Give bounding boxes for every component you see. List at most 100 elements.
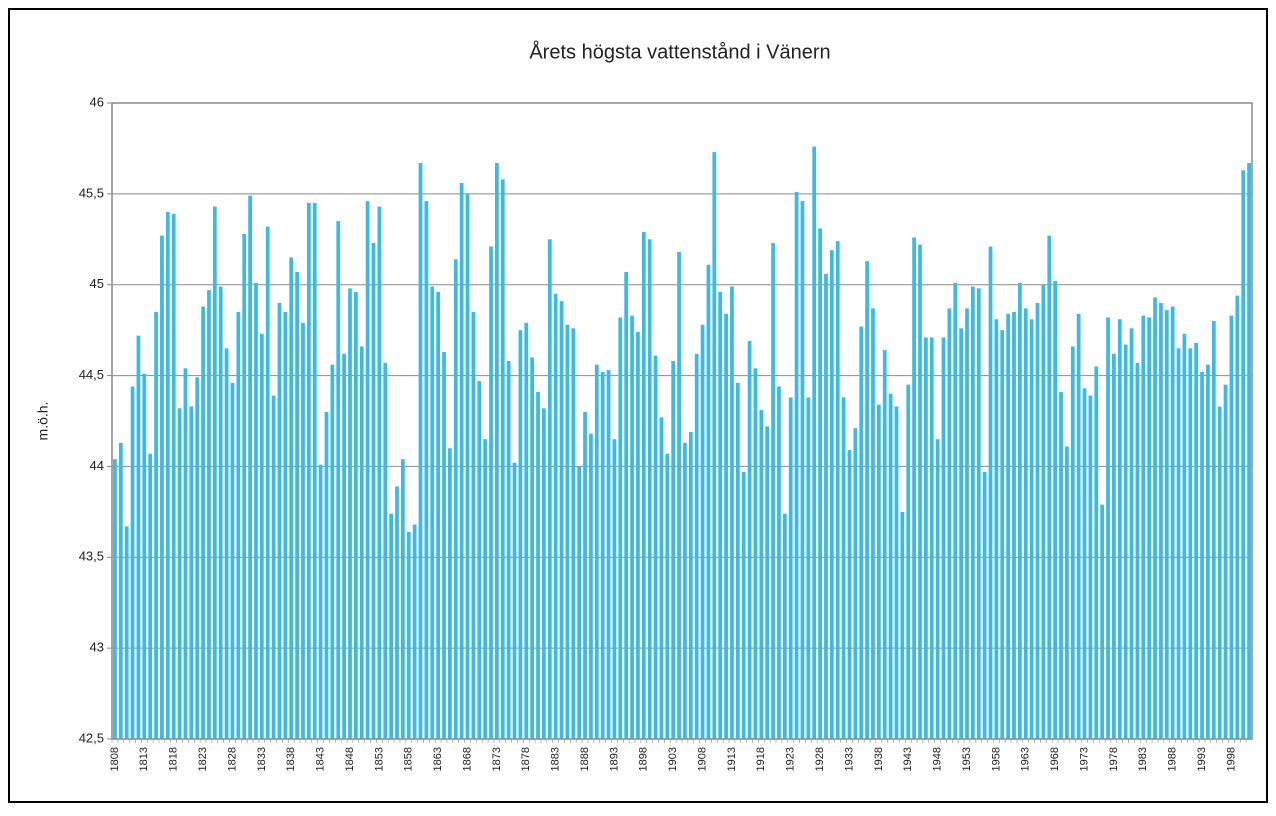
bar bbox=[465, 193, 470, 739]
bar bbox=[1159, 302, 1163, 739]
bar bbox=[1065, 446, 1069, 739]
x-tick-label: 1838 bbox=[285, 747, 297, 771]
x-tick-label: 1963 bbox=[1020, 747, 1032, 771]
bar bbox=[812, 146, 817, 739]
bar bbox=[547, 239, 552, 740]
bar bbox=[718, 291, 723, 739]
bar bbox=[665, 453, 670, 739]
bar bbox=[829, 250, 834, 739]
x-tick-label: 1863 bbox=[432, 747, 444, 771]
x-tick-label: 1833 bbox=[256, 747, 268, 771]
bar bbox=[935, 439, 940, 739]
x-tick-label: 1818 bbox=[168, 747, 180, 771]
bar bbox=[218, 286, 223, 739]
bar bbox=[641, 232, 646, 739]
bar bbox=[970, 286, 975, 739]
bar bbox=[818, 228, 822, 739]
bar bbox=[706, 264, 711, 739]
x-tick-label: 1973 bbox=[1078, 747, 1090, 771]
x-tick-label: 1928 bbox=[814, 747, 826, 771]
bar bbox=[871, 308, 875, 739]
bar bbox=[1076, 313, 1081, 739]
bar bbox=[113, 459, 117, 739]
bar bbox=[1170, 306, 1175, 739]
bar bbox=[1241, 170, 1246, 740]
bar bbox=[994, 319, 999, 739]
bar bbox=[312, 202, 317, 739]
x-tick-label: 1993 bbox=[1196, 747, 1208, 771]
bar bbox=[1059, 391, 1063, 739]
bar bbox=[923, 337, 928, 739]
x-tick-label: 1988 bbox=[1167, 747, 1179, 771]
bar bbox=[295, 271, 299, 739]
y-tick-label: 44 bbox=[90, 458, 104, 473]
x-tick-label: 1933 bbox=[843, 747, 855, 771]
bar bbox=[659, 417, 664, 739]
x-tick-label: 1868 bbox=[461, 747, 473, 771]
bar bbox=[154, 311, 158, 739]
bar bbox=[1223, 384, 1228, 739]
bar bbox=[383, 362, 388, 739]
bar bbox=[794, 192, 799, 740]
bar bbox=[436, 291, 441, 739]
bar bbox=[489, 246, 493, 739]
bar bbox=[512, 462, 517, 739]
bar bbox=[448, 448, 452, 739]
x-tick-label: 1978 bbox=[1108, 747, 1120, 771]
bar bbox=[630, 315, 634, 739]
bar bbox=[771, 242, 775, 740]
bar bbox=[542, 408, 546, 739]
bar bbox=[835, 241, 840, 740]
x-tick-label: 1903 bbox=[667, 747, 679, 771]
x-tick-label: 1938 bbox=[873, 747, 885, 771]
plot-area bbox=[112, 103, 1252, 739]
bar bbox=[1082, 388, 1087, 739]
bar bbox=[865, 261, 869, 739]
bar bbox=[759, 410, 764, 739]
bar bbox=[677, 252, 681, 739]
bar bbox=[912, 237, 916, 739]
bar bbox=[806, 397, 811, 739]
bar bbox=[1023, 308, 1028, 739]
y-tick-label: 45,5 bbox=[79, 185, 104, 200]
bar bbox=[947, 308, 952, 739]
bar bbox=[1018, 282, 1022, 739]
bar bbox=[1088, 395, 1093, 739]
bar bbox=[988, 246, 993, 739]
x-tick-label: 1958 bbox=[990, 747, 1002, 771]
x-tick-label: 1983 bbox=[1137, 747, 1149, 771]
bar bbox=[753, 368, 758, 739]
bar bbox=[782, 513, 787, 739]
bar bbox=[1035, 302, 1040, 739]
x-tick-label: 1908 bbox=[696, 747, 708, 771]
bar bbox=[389, 513, 394, 739]
bar bbox=[483, 439, 488, 739]
bar bbox=[565, 324, 570, 739]
bar bbox=[248, 195, 252, 739]
x-tick-label: 1998 bbox=[1225, 747, 1237, 771]
bar bbox=[377, 206, 382, 739]
bar bbox=[583, 411, 587, 739]
bar bbox=[671, 361, 676, 739]
x-tick-label: 1823 bbox=[197, 747, 209, 771]
x-tick-label: 1813 bbox=[138, 747, 150, 771]
x-tick-label: 1913 bbox=[726, 747, 738, 771]
bar bbox=[536, 391, 540, 739]
bar bbox=[518, 330, 523, 739]
bar bbox=[148, 453, 153, 739]
bar bbox=[1217, 406, 1222, 739]
bar bbox=[289, 257, 294, 739]
bar bbox=[271, 395, 276, 739]
bar bbox=[1200, 371, 1204, 739]
bar bbox=[207, 290, 211, 739]
bar bbox=[1247, 162, 1251, 740]
bar bbox=[359, 346, 364, 739]
bar bbox=[195, 377, 200, 739]
bar bbox=[477, 381, 482, 739]
bar bbox=[1164, 310, 1169, 739]
bar bbox=[1029, 319, 1034, 739]
bar bbox=[418, 162, 423, 740]
bar bbox=[735, 382, 740, 739]
bar bbox=[959, 328, 964, 739]
